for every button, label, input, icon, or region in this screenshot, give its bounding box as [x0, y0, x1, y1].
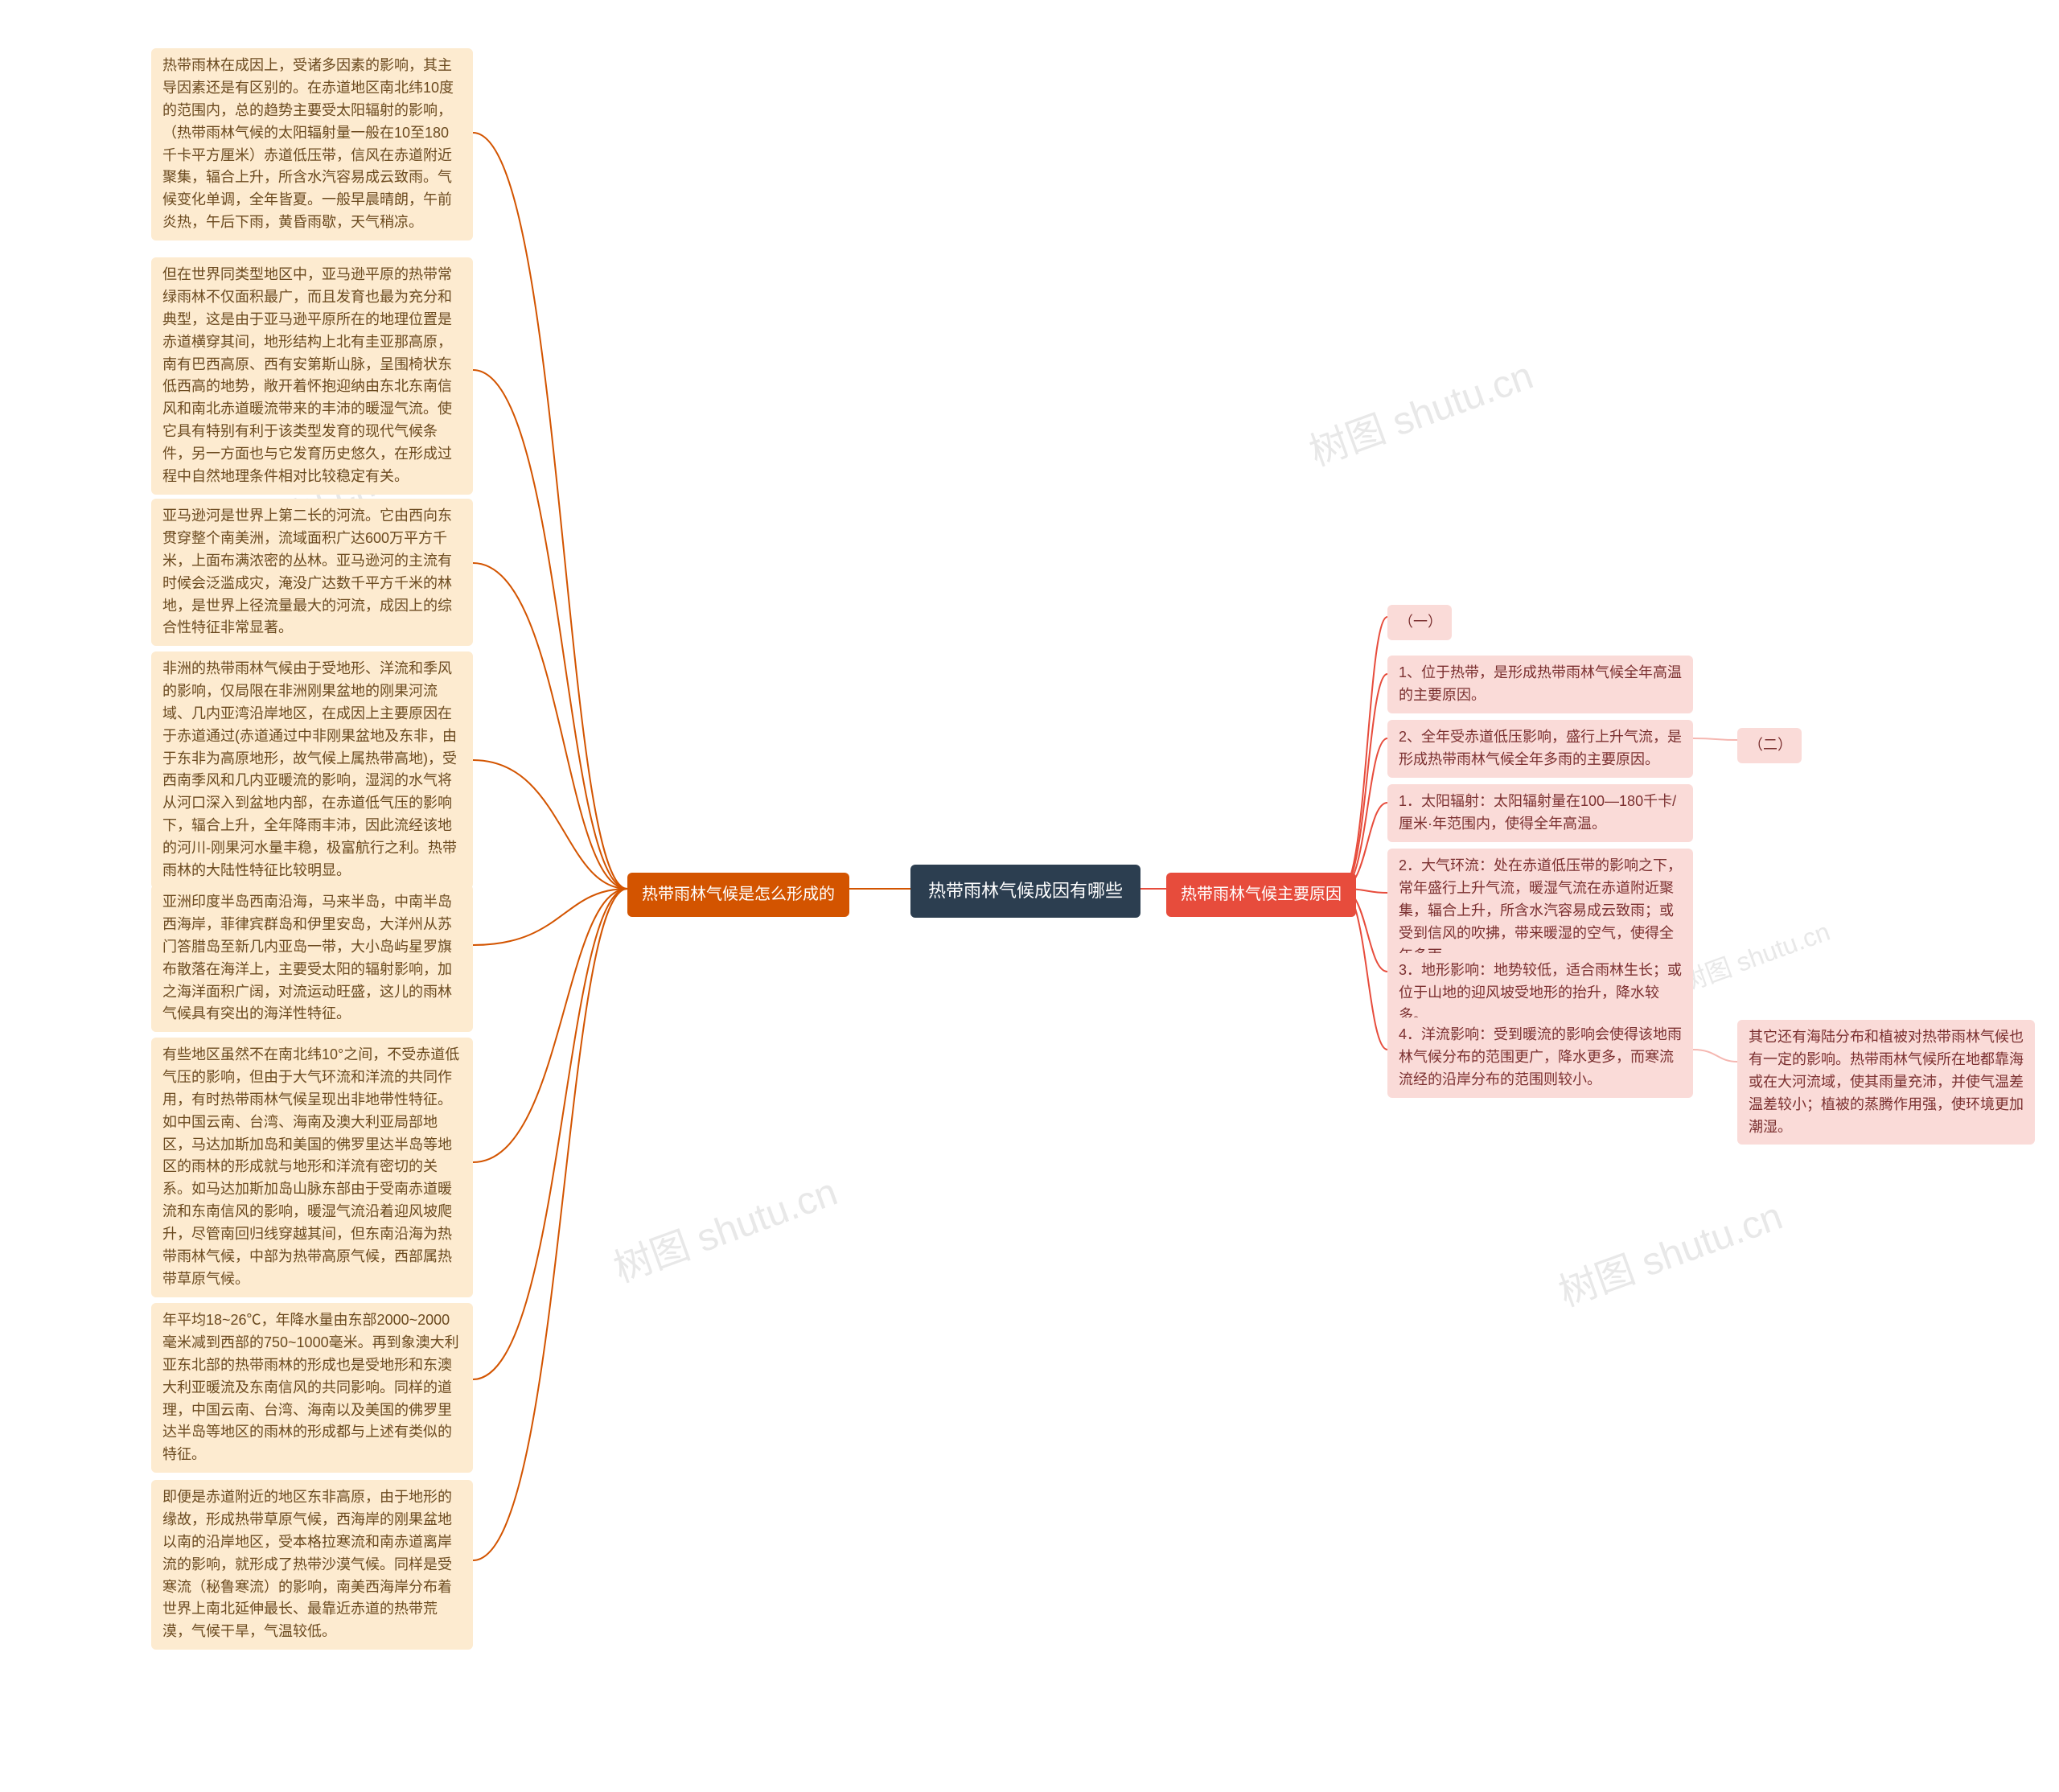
branch-left[interactable]: 热带雨林气候是怎么形成的 [627, 873, 849, 917]
watermark: 树图 shutu.cn [1301, 343, 1539, 476]
branch-right-label: 热带雨林气候主要原因 [1181, 886, 1342, 903]
left-leaf-text: 但在世界同类型地区中，亚马逊平原的热带常绿雨林不仅面积最广，而且发育也最为充分和… [162, 266, 452, 484]
right-leaf-text: 3．地形影响：地势较低，适合雨林生长；或位于山地的迎风坡受地形的抬升，降水较多。 [1399, 962, 1682, 1023]
left-leaf-text: 非洲的热带雨林气候由于受地形、洋流和季风的影响，仅局限在非洲刚果盆地的刚果河流域… [162, 660, 457, 878]
left-leaf[interactable]: 非洲的热带雨林气候由于受地形、洋流和季风的影响，仅局限在非洲刚果盆地的刚果河流域… [151, 651, 473, 889]
left-leaf-text: 年平均18~26℃，年降水量由东部2000~2000毫米减到西部的750~100… [162, 1312, 459, 1462]
left-leaf[interactable]: 亚马逊河是世界上第二长的河流。它由西向东贯穿整个南美洲，流域面积广达600万平方… [151, 499, 473, 646]
left-leaf[interactable]: 热带雨林在成因上，受诸多因素的影响，其主导因素还是有区别的。在赤道地区南北纬10… [151, 48, 473, 240]
left-leaf-text: 即便是赤道附近的地区东非高原，由于地形的缘故，形成热带草原气候，西海岸的刚果盆地… [162, 1489, 452, 1639]
watermark: 树图 shutu.cn [1675, 911, 1835, 1000]
right-sub-leaf[interactable]: （二） [1737, 728, 1802, 763]
branch-right[interactable]: 热带雨林气候主要原因 [1166, 873, 1356, 917]
right-sub-leaf[interactable]: 其它还有海陆分布和植被对热带雨林气候也有一定的影响。热带雨林气候所在地都靠海或在… [1737, 1020, 2035, 1145]
left-leaf[interactable]: 但在世界同类型地区中，亚马逊平原的热带常绿雨林不仅面积最广，而且发育也最为充分和… [151, 257, 473, 495]
right-leaf-text: 2．大气环流：处在赤道低压带的影响之下，常年盛行上升气流，暖湿气流在赤道附近聚集… [1399, 857, 1682, 964]
right-leaf[interactable]: 1．太阳辐射：太阳辐射量在100—180千卡/厘米·年范围内，使得全年高温。 [1387, 784, 1693, 842]
right-leaf-text: 2、全年受赤道低压影响，盛行上升气流，是形成热带雨林气候全年多雨的主要原因。 [1399, 729, 1682, 767]
left-leaf[interactable]: 年平均18~26℃，年降水量由东部2000~2000毫米减到西部的750~100… [151, 1303, 473, 1473]
right-leaf[interactable]: （一） [1387, 605, 1452, 640]
center-node[interactable]: 热带雨林气候成因有哪些 [910, 865, 1140, 918]
right-sub-text: （二） [1749, 737, 1792, 753]
left-leaf[interactable]: 即便是赤道附近的地区东非高原，由于地形的缘故，形成热带草原气候，西海岸的刚果盆地… [151, 1480, 473, 1650]
right-sub-text: 其它还有海陆分布和植被对热带雨林气候也有一定的影响。热带雨林气候所在地都靠海或在… [1749, 1029, 2024, 1135]
center-label: 热带雨林气候成因有哪些 [928, 881, 1123, 901]
right-leaf-text: 1、位于热带，是形成热带雨林气候全年高温的主要原因。 [1399, 664, 1682, 703]
right-leaf-text: （一） [1399, 614, 1442, 630]
left-leaf-text: 有些地区虽然不在南北纬10°之间，不受赤道低气压的影响，但由于大气环流和洋流的共… [162, 1046, 459, 1287]
watermark: 树图 shutu.cn [605, 1160, 844, 1293]
right-leaf-text: 4．洋流影响：受到暖流的影响会使得该地雨林气候分布的范围更广，降水更多，而寒流流… [1399, 1026, 1682, 1087]
right-leaf[interactable]: 2、全年受赤道低压影响，盛行上升气流，是形成热带雨林气候全年多雨的主要原因。 [1387, 720, 1693, 778]
left-leaf-text: 亚马逊河是世界上第二长的河流。它由西向东贯穿整个南美洲，流域面积广达600万平方… [162, 508, 452, 635]
left-leaf-text: 热带雨林在成因上，受诸多因素的影响，其主导因素还是有区别的。在赤道地区南北纬10… [162, 57, 454, 230]
watermark: 树图 shutu.cn [1550, 1184, 1789, 1317]
left-leaf[interactable]: 亚洲印度半岛西南沿海，马来半岛，中南半岛西海岸，菲律宾群岛和伊里安岛，大洋州从苏… [151, 885, 473, 1032]
branch-left-label: 热带雨林气候是怎么形成的 [642, 886, 835, 903]
left-leaf[interactable]: 有些地区虽然不在南北纬10°之间，不受赤道低气压的影响，但由于大气环流和洋流的共… [151, 1038, 473, 1297]
right-leaf[interactable]: 4．洋流影响：受到暖流的影响会使得该地雨林气候分布的范围更广，降水更多，而寒流流… [1387, 1017, 1693, 1098]
right-leaf[interactable]: 1、位于热带，是形成热带雨林气候全年高温的主要原因。 [1387, 656, 1693, 713]
right-leaf-text: 1．太阳辐射：太阳辐射量在100—180千卡/厘米·年范围内，使得全年高温。 [1399, 793, 1676, 832]
left-leaf-text: 亚洲印度半岛西南沿海，马来半岛，中南半岛西海岸，菲律宾群岛和伊里安岛，大洋州从苏… [162, 894, 452, 1021]
